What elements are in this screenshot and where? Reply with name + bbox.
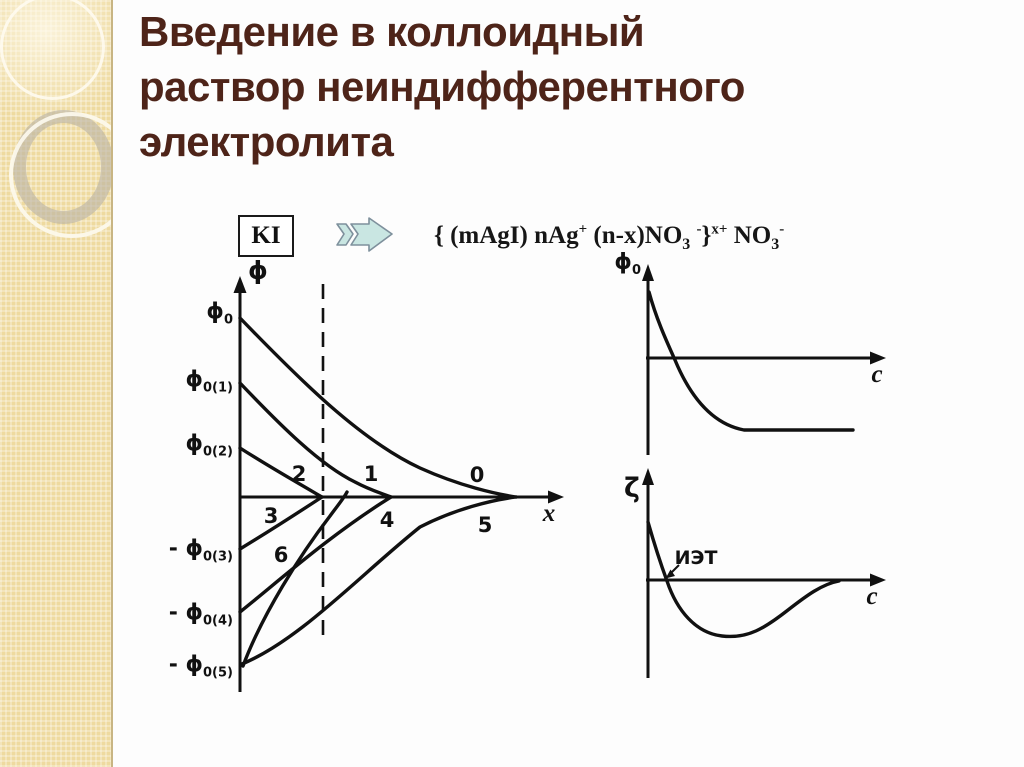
potential-curve-5: [240, 495, 518, 666]
phi-surface-label-5: - ϕ0(5): [168, 652, 233, 681]
zeta-curve: [646, 520, 841, 639]
title-line-2: раствор неиндифферентного: [139, 63, 745, 110]
x-axis-title: x: [542, 500, 556, 527]
x-axis-arrowhead: [548, 490, 564, 504]
ki-reactant-box: KI: [238, 215, 294, 257]
potential-curve-6: [241, 490, 349, 668]
surface-potential-chart: c: [642, 264, 886, 455]
potential-curve-2: [238, 446, 324, 499]
deco-circle-top: [0, 0, 105, 100]
iet-annotation: ИЭТ: [675, 547, 718, 569]
slide-title: Введение в коллоидный раствор неиндиффер…: [139, 4, 1011, 169]
sidebar-decoration: [0, 0, 113, 767]
curve-label-6: 6: [274, 543, 289, 567]
phi0-y-axis-arrowhead: [642, 264, 654, 281]
phi-surface-label-4: - ϕ0(4): [168, 600, 233, 629]
c-axis-title-bottom: c: [866, 583, 877, 610]
title-line-1: Введение в коллоидный: [139, 8, 645, 55]
c-x-axis-top-arrowhead: [870, 351, 886, 365]
iet-arrow-icon: [665, 564, 680, 579]
curve-label-0: 0: [470, 463, 485, 487]
phi-axis-arrowhead: [233, 276, 247, 293]
curve-label-3: 3: [264, 504, 279, 528]
curve-label-4: 4: [380, 508, 395, 532]
phi0-curve: [647, 290, 855, 432]
potential-curve-3: [238, 495, 324, 551]
curve-label-2: 2: [292, 462, 307, 486]
potential-curve-4: [238, 495, 393, 614]
phi-surface-label-0: ϕ0: [206, 299, 233, 328]
phi0-axis-label: ϕ0: [614, 250, 641, 278]
zeta-axis-title: ζ: [624, 473, 640, 504]
potential-curve-1: [238, 381, 393, 499]
deco-ring-cream: [9, 112, 111, 238]
zeta-y-axis-arrowhead: [642, 468, 654, 485]
phi-surface-label-3: - ϕ0(3): [168, 536, 233, 565]
curve-label-5: 5: [478, 513, 493, 537]
ki-label: KI: [251, 222, 281, 249]
c-x-axis-bottom-arrowhead: [870, 573, 886, 587]
potential-curve-0: [238, 316, 518, 499]
phi-surface-label-2: ϕ0(2): [185, 431, 233, 460]
c-axis-title-top: c: [871, 361, 882, 388]
phi-axis-title: ϕ: [248, 256, 268, 285]
block-right-arrow-icon: [336, 217, 393, 252]
micelle-formula: { (mAgI) nAg+ (n-x)NO3 -}x+ NO3-: [434, 221, 785, 253]
zeta-chart: ζ c ИЭТ: [624, 468, 886, 678]
title-line-3: электролита: [139, 118, 394, 165]
potential-distance-chart: 0 1 2 3 4 5 6 ϕ x: [233, 256, 564, 692]
phi-surface-label-1: ϕ0(1): [185, 367, 233, 396]
curve-label-1: 1: [364, 462, 379, 486]
